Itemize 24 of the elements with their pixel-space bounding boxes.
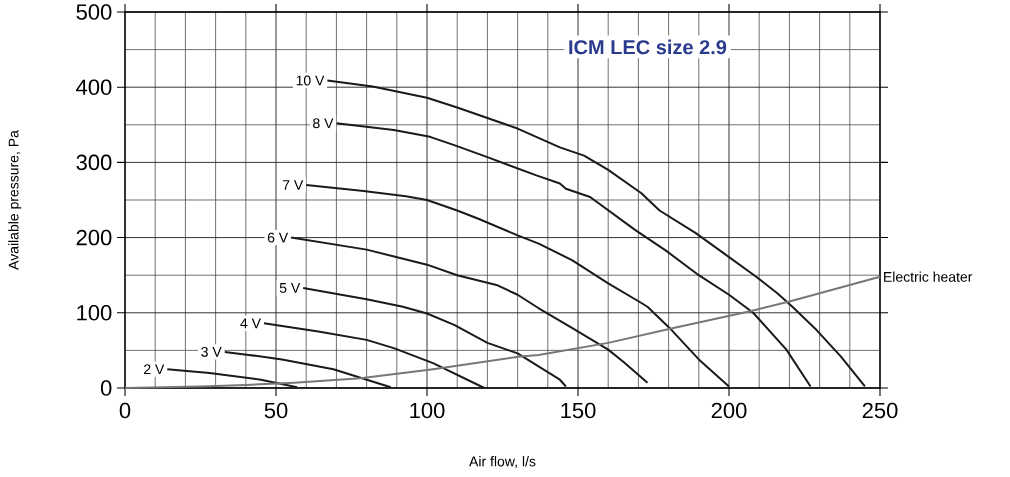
x-tick-label: 0 [119,402,131,419]
y-tick-label: 400 [76,79,112,95]
y-tick-label: 300 [76,154,112,171]
x-tick-label: 200 [711,402,747,419]
series-label: 4 V [240,318,261,329]
y-tick-label: 100 [77,304,112,321]
series-label: 8 V [313,118,334,129]
y-tick-label: 500 [76,4,112,20]
x-tick-label: 100 [410,402,445,419]
x-axis-title: Air flow, l/s [469,456,536,469]
series-label: 2 V [144,364,165,375]
series-label: 3 V [201,346,222,357]
x-tick-label: 250 [862,402,898,419]
text: ICM LEC size 2.9 [569,39,727,55]
y-tick-label: 0 [100,380,112,396]
x-tick-label: 150 [561,402,596,419]
series-label: 10 V [296,75,325,86]
y-axis-title: Available pressure, Pa [8,130,22,270]
series-label: 7 V [282,180,304,190]
series-label: 5 V [279,283,301,293]
y-tick-label: 200 [76,229,112,246]
x-tick-label: 50 [264,402,288,419]
series-label: Electric heater [884,271,973,282]
series-label: 6 V [267,232,289,243]
